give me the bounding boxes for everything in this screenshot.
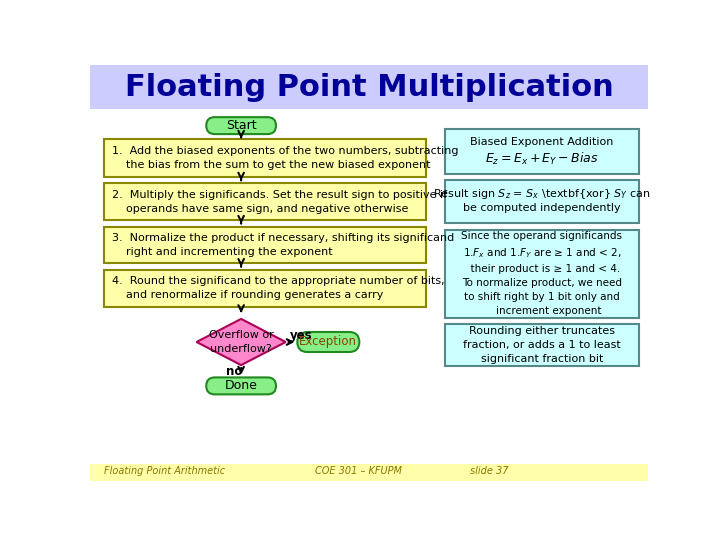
FancyBboxPatch shape (104, 139, 426, 177)
Text: Floating Point Multiplication: Floating Point Multiplication (125, 73, 613, 103)
Text: 2.  Multiply the significands. Set the result sign to positive if
    operands h: 2. Multiply the significands. Set the re… (112, 190, 447, 214)
FancyBboxPatch shape (445, 130, 639, 174)
Text: Done: Done (225, 380, 258, 393)
FancyBboxPatch shape (90, 65, 648, 110)
FancyBboxPatch shape (297, 332, 359, 352)
Text: yes: yes (289, 328, 312, 342)
Text: $E_z = E_x + E_Y - Bias$: $E_z = E_x + E_Y - Bias$ (485, 151, 599, 167)
Text: 3.  Normalize the product if necessary, shifting its significand
    right and i: 3. Normalize the product if necessary, s… (112, 233, 454, 257)
Text: Exception: Exception (300, 335, 357, 348)
Text: Result sign $S_z$ = $S_x$ \textbf{xor} $S_Y$ can: Result sign $S_z$ = $S_x$ \textbf{xor} $… (433, 187, 651, 201)
FancyBboxPatch shape (445, 325, 639, 366)
Text: no: no (225, 364, 242, 378)
Text: slide 37: slide 37 (469, 467, 508, 476)
FancyBboxPatch shape (90, 464, 648, 481)
FancyBboxPatch shape (104, 184, 426, 220)
FancyBboxPatch shape (445, 230, 639, 318)
Polygon shape (197, 319, 286, 365)
Text: Biased Exponent Addition: Biased Exponent Addition (470, 137, 613, 147)
Text: Rounding either truncates
fraction, or adds a 1 to least
significant fraction bi: Rounding either truncates fraction, or a… (463, 326, 621, 364)
Text: Start: Start (226, 119, 256, 132)
Text: 4.  Round the significand to the appropriate number of bits,
    and renormalize: 4. Round the significand to the appropri… (112, 276, 444, 300)
FancyBboxPatch shape (104, 269, 426, 307)
FancyBboxPatch shape (206, 117, 276, 134)
FancyBboxPatch shape (206, 377, 276, 394)
Text: be computed independently: be computed independently (463, 203, 621, 213)
Text: 1.  Add the biased exponents of the two numbers, subtracting
    the bias from t: 1. Add the biased exponents of the two n… (112, 146, 458, 170)
FancyBboxPatch shape (104, 226, 426, 264)
FancyBboxPatch shape (445, 180, 639, 224)
Text: Floating Point Arithmetic: Floating Point Arithmetic (104, 467, 225, 476)
Text: COE 301 – KFUPM: COE 301 – KFUPM (315, 467, 402, 476)
Text: Since the operand significands
1.$F_x$ and 1.$F_Y$ are ≥ 1 and < 2,
  their prod: Since the operand significands 1.$F_x$ a… (462, 232, 622, 316)
Text: Overflow or
underflow?: Overflow or underflow? (209, 330, 274, 354)
